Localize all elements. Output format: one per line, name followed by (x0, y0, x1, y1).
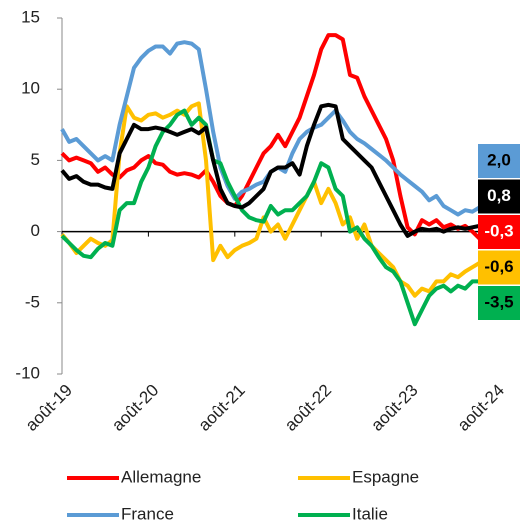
legend-label: Espagne (352, 467, 419, 486)
end-label: -0,6 (484, 257, 513, 276)
x-tick-label: août-21 (195, 381, 249, 435)
series-line (60, 33, 495, 241)
y-tick-label: 10 (21, 79, 40, 98)
series-line (60, 40, 496, 217)
series-line (60, 102, 495, 238)
x-tick-label: août-24 (454, 381, 508, 435)
y-tick-label: -5 (25, 292, 40, 311)
end-label-box (478, 286, 520, 320)
legend-label: Italie (352, 504, 388, 523)
y-tick-label: 15 (21, 7, 40, 26)
y-tick-label: 0 (31, 221, 40, 240)
end-label: -3,5 (484, 292, 513, 311)
end-label-box (478, 179, 520, 214)
x-tick-label: août-19 (22, 381, 76, 435)
end-label: -0,3 (484, 221, 513, 240)
series-line (60, 108, 495, 327)
end-label-box (478, 144, 520, 178)
x-tick-label: août-23 (367, 381, 421, 435)
series-line (60, 101, 496, 298)
end-label: 2,0 (487, 150, 511, 169)
end-label-box (478, 215, 520, 249)
legend-label: Allemagne (121, 467, 201, 486)
y-tick-label: 5 (31, 150, 40, 169)
x-tick-label: août-22 (281, 381, 335, 435)
x-tick-label: août-20 (108, 381, 162, 435)
end-label: 0,8 (487, 186, 511, 205)
y-tick-label: -10 (15, 363, 40, 382)
end-label-box (478, 250, 520, 285)
legend-label: France (121, 504, 174, 523)
